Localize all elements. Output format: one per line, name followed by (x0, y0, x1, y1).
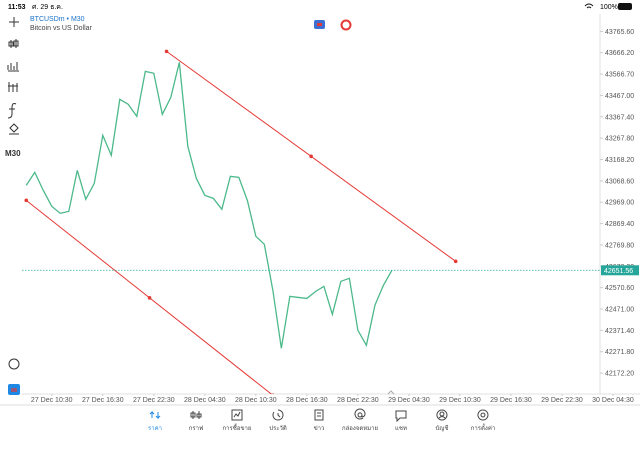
wifi-icon (584, 3, 594, 9)
y-tick-label: 42271.80 (605, 349, 634, 356)
crosshair-tool[interactable] (9, 17, 19, 27)
objects-tool[interactable] (9, 123, 19, 135)
x-tick-label: 28 Dec 10:30 (235, 397, 277, 404)
y-tick-label: 42969.00 (605, 200, 634, 207)
status-time: 11:53 (8, 4, 26, 11)
zoom-tool[interactable] (8, 358, 20, 370)
trendline-anchor (453, 259, 458, 264)
tab-icon[interactable] (231, 409, 243, 421)
tab-label[interactable]: บัญชี (436, 424, 449, 432)
tab-label[interactable]: แชท (395, 425, 407, 432)
tab-icon[interactable] (436, 409, 448, 421)
status-date: ศ. 29 ธ.ค. (32, 4, 63, 11)
y-tick-label: 42371.40 (605, 328, 634, 335)
one-click-icon (317, 23, 322, 26)
price-line (25, 62, 393, 349)
chart-type-tool[interactable] (8, 39, 19, 48)
tab-icon[interactable] (314, 409, 324, 421)
symbol: BTCUSDm • M30 (30, 16, 85, 23)
y-tick-label: 42869.40 (605, 221, 634, 228)
tab-icon[interactable] (190, 411, 202, 419)
tab-label[interactable]: ข่าว (314, 425, 325, 432)
trendline-anchor (24, 198, 29, 203)
scroll-marker (387, 390, 395, 395)
y-tick-label: 42769.80 (605, 242, 634, 249)
y-tick-label: 43068.60 (605, 178, 634, 185)
trendline-midpoint (309, 154, 313, 159)
y-tick-label: 43765.60 (605, 29, 634, 36)
tab-label[interactable]: ประวัติ (269, 425, 287, 432)
battery-icon (618, 3, 632, 10)
x-tick-label: 29 Dec 10:30 (439, 397, 481, 404)
function-tool[interactable] (7, 103, 17, 119)
tab-icon[interactable] (149, 410, 161, 420)
x-tick-label: 27 Dec 16:30 (82, 397, 124, 404)
x-tick-label: 30 Dec 04:30 (592, 397, 634, 404)
y-tick-label: 42172.20 (605, 371, 634, 378)
volume-tool[interactable] (7, 62, 19, 72)
description: Bitcoin vs US Dollar (30, 25, 93, 32)
left-toolbar (7, 17, 20, 370)
x-tick-label: 29 Dec 22:30 (541, 397, 583, 404)
x-tick-label: 28 Dec 22:30 (337, 397, 379, 404)
battery-text: 100% (600, 4, 618, 11)
trendline-midpoint (147, 296, 152, 300)
x-tick-label: 27 Dec 22:30 (133, 397, 175, 404)
tab-label[interactable]: กล่องจดหมาย (342, 425, 378, 432)
x-tick-label: 28 Dec 04:30 (184, 397, 226, 404)
x-tick-label: 27 Dec 10:30 (31, 397, 73, 404)
y-tick-label: 43666.20 (605, 50, 634, 57)
y-tick-label: 42570.60 (605, 285, 634, 292)
trendline-anchor (164, 49, 169, 54)
tab-bar: ราคา กราฟ การซื้อขาย ประวัติ ข่าว กล่องจดหมาย… (148, 408, 495, 432)
tab-label[interactable]: กราฟ (189, 425, 203, 432)
tab-icon[interactable] (395, 410, 407, 423)
trade-icon (11, 388, 17, 392)
last-price-box (601, 265, 639, 276)
chart: 43765.60 43666.20 43566.70 43467.00 43367.40… (22, 29, 639, 404)
indicators-tool[interactable] (8, 82, 18, 92)
last-price-label: 42651.56 (604, 268, 633, 275)
x-tick-label: 29 Dec 16:30 (490, 397, 532, 404)
indicator-button[interactable] (340, 19, 352, 31)
tab-label[interactable]: การซื้อขาย (223, 422, 252, 432)
plot-area (24, 49, 458, 394)
y-tick-label: 42471.00 (605, 307, 634, 314)
tab-icon[interactable] (354, 408, 366, 420)
y-tick-label: 43566.70 (605, 72, 634, 79)
timeframe[interactable]: M30 (5, 149, 21, 158)
y-tick-label: 43168.20 (605, 157, 634, 164)
y-tick-label: 43467.00 (605, 93, 634, 100)
tab-label[interactable]: ราคา (148, 425, 162, 432)
tab-label[interactable]: การตั้งค่า (471, 422, 495, 432)
y-tick-label: 43267.80 (605, 136, 634, 143)
tab-icon[interactable] (477, 409, 489, 421)
tab-icon[interactable] (272, 409, 284, 421)
trendline-anchor (271, 393, 275, 394)
y-tick-label: 43367.40 (605, 114, 634, 121)
x-tick-label: 29 Dec 04:30 (388, 397, 430, 404)
x-tick-label: 28 Dec 16:30 (286, 397, 328, 404)
